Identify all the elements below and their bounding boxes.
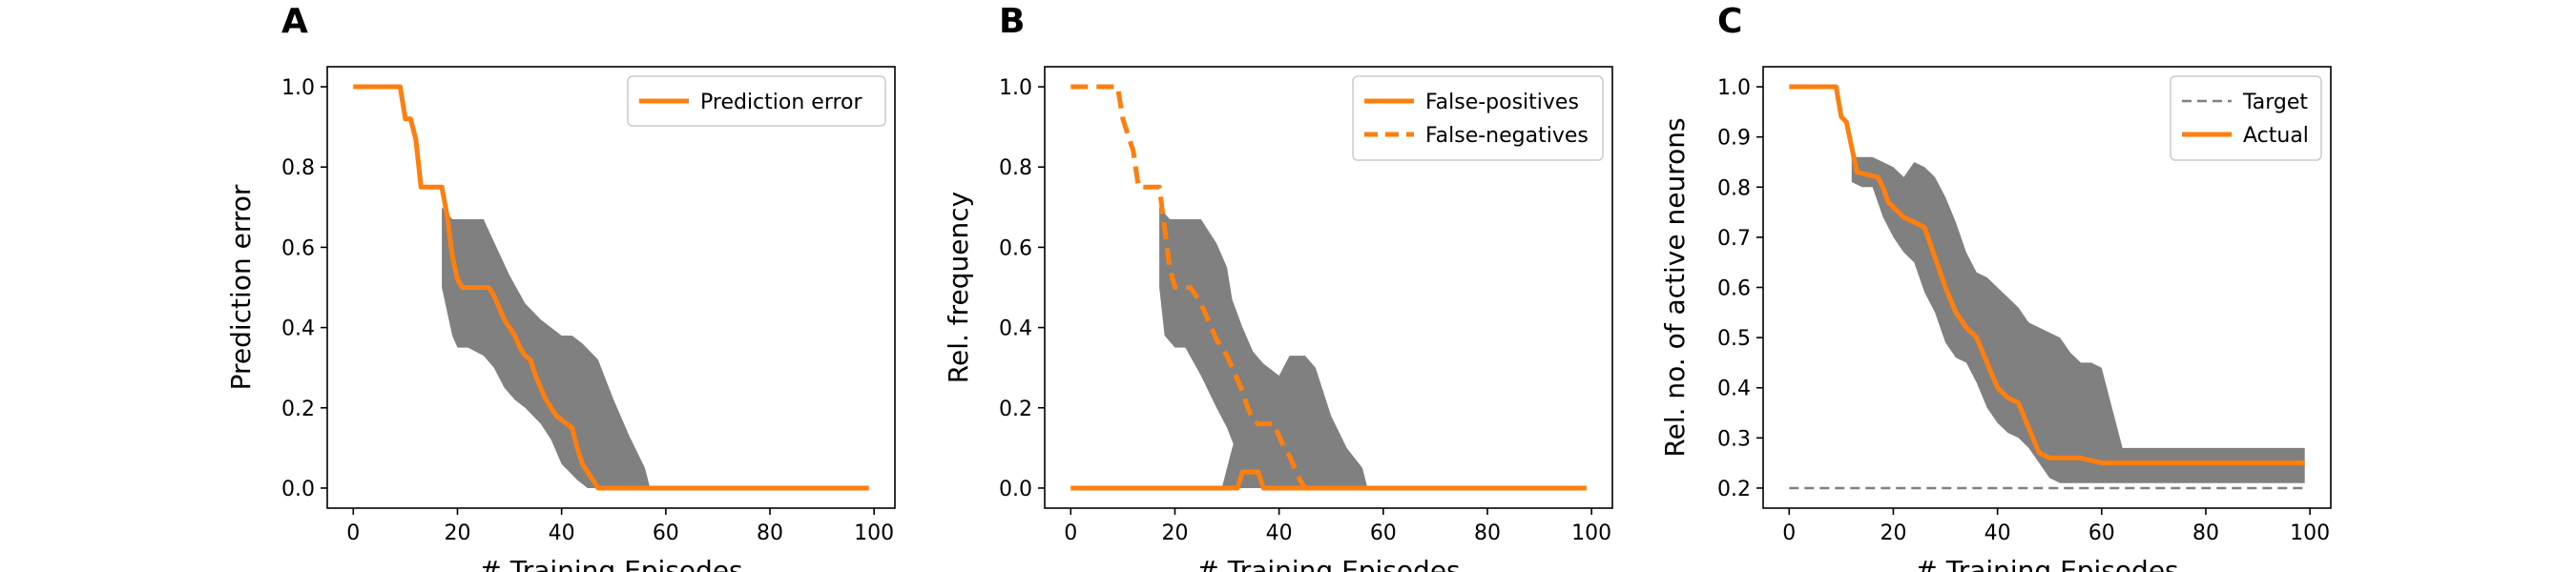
- y-tick-label: 0.4: [1717, 378, 1751, 401]
- x-tick-label: 0: [1064, 521, 1077, 545]
- y-tick-label: 0.6: [999, 236, 1032, 260]
- plot-area: [1789, 84, 2305, 490]
- x-tick-label: 0: [346, 521, 360, 545]
- legend-box: [627, 75, 886, 127]
- y-tick-label: 0.2: [1717, 478, 1751, 501]
- legend-entry: False-negatives: [1425, 124, 1589, 148]
- x-tick-label: 100: [854, 521, 894, 545]
- legend-box: [1352, 75, 1604, 161]
- y-tick-label: 0.6: [1717, 277, 1751, 301]
- series-line-false-negatives: [1070, 84, 1587, 491]
- x-tick-label: 80: [2192, 521, 2219, 545]
- x-tick-label: 60: [1370, 521, 1397, 545]
- panel-letter: C: [1717, 2, 1742, 41]
- y-tick-label: 1.0: [1717, 76, 1751, 100]
- plot-area: [1070, 84, 1587, 491]
- x-tick-label: 60: [653, 521, 679, 545]
- x-axis-label: # Training Episodes: [1196, 555, 1460, 572]
- series-line-false-positives: [1070, 469, 1587, 491]
- legend: False-positives False-negatives: [1352, 75, 1604, 161]
- x-axis-label: # Training Episodes: [1915, 555, 2178, 572]
- x-tick-label: 100: [1571, 521, 1611, 545]
- x-tick-label: 40: [1984, 521, 2011, 545]
- y-tick-label: 0.8: [999, 156, 1032, 180]
- uncertainty-band-2: [1221, 356, 1368, 488]
- x-tick-label: 40: [1266, 521, 1293, 545]
- y-tick-label: 0.6: [281, 236, 315, 260]
- legend: Prediction error: [627, 75, 886, 127]
- x-tick-label: 20: [1161, 521, 1188, 545]
- y-tick-label: 0.0: [281, 478, 315, 501]
- chart-panel-b: 0 20 40 60 80 100 0.0 0.2 0.4 0.6 0.8 1.0 # Training…: [943, 2, 1613, 572]
- uncertainty-band-1: [442, 207, 651, 489]
- y-tick-label: 0.5: [1717, 327, 1751, 351]
- legend-entry: False-positives: [1425, 91, 1579, 114]
- x-tick-label: 20: [444, 521, 470, 545]
- axes-frame: [326, 66, 896, 509]
- uncertainty-band-1: [1851, 156, 2305, 483]
- series-line-prediction-error: [353, 84, 869, 491]
- y-tick-label: 0.2: [999, 398, 1032, 421]
- y-tick-label: 0.4: [281, 317, 315, 341]
- y-tick-label: 0.9: [1717, 127, 1751, 151]
- legend-entry: Prediction error: [700, 91, 862, 114]
- chart-panel-c: 0 20 40 60 80 100 0.2 0.3 0.4 0.5 0.6 0.7 0.8 0.9 1.0 #…: [1659, 2, 2332, 572]
- y-axis-label: Rel. no. of active neurons: [1659, 117, 1691, 457]
- y-tick-label: 0.7: [1717, 227, 1751, 251]
- y-axis-label: Rel. frequency: [943, 192, 974, 383]
- y-tick-label: 0.4: [999, 317, 1032, 341]
- y-tick-label: 0.8: [1717, 176, 1751, 200]
- y-tick-label: 0.3: [1717, 427, 1751, 451]
- x-tick-label: 100: [2290, 521, 2330, 545]
- y-tick-label: 0.0: [999, 478, 1032, 501]
- y-tick-label: 1.0: [999, 76, 1032, 100]
- legend-box: [2170, 75, 2322, 161]
- series-line-actual: [1789, 84, 2305, 466]
- panel-letter: B: [999, 2, 1025, 41]
- x-tick-label: 80: [1474, 521, 1501, 545]
- panel-letter: A: [281, 2, 308, 41]
- x-tick-label: 60: [2088, 521, 2115, 545]
- x-tick-label: 40: [549, 521, 575, 545]
- y-axis-label: Prediction error: [225, 184, 257, 390]
- y-tick-label: 0.2: [281, 398, 315, 421]
- x-tick-label: 0: [1782, 521, 1796, 545]
- y-tick-label: 1.0: [281, 76, 315, 100]
- x-tick-label: 80: [757, 521, 783, 545]
- legend-entry: Target: [2242, 91, 2308, 114]
- y-tick-label: 0.8: [281, 156, 315, 180]
- x-tick-label: 20: [1880, 521, 1906, 545]
- chart-panel-a: 0 20 40 60 80 100 0.0 0.2 0.4 0.6 0.8 1.0 # Training…: [225, 2, 896, 572]
- plot-area: [353, 84, 869, 491]
- x-axis-label: # Training Episodes: [479, 555, 742, 572]
- legend: Target Actual: [2170, 75, 2322, 161]
- axes-frame: [1044, 66, 1613, 509]
- legend-entry: Actual: [2243, 124, 2309, 148]
